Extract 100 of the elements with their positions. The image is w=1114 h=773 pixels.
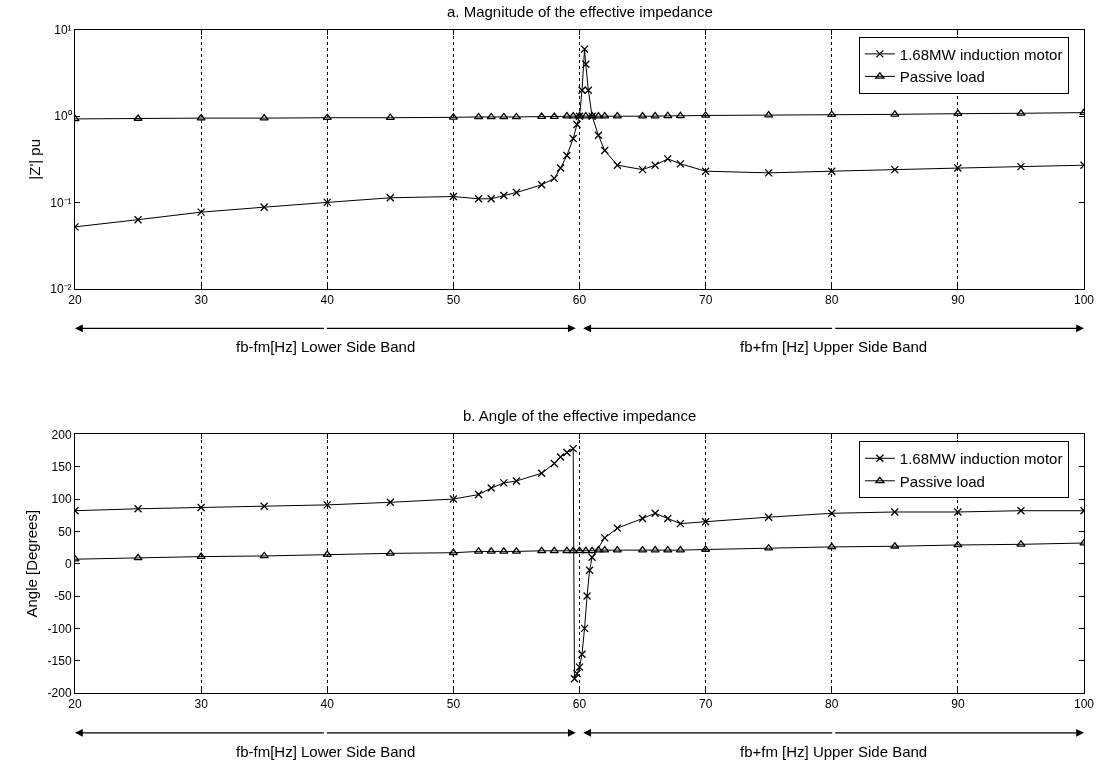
legend-label: Passive load xyxy=(899,472,985,490)
point xyxy=(701,167,710,176)
point xyxy=(585,566,594,575)
legend-label: 1.68MW induction motor xyxy=(899,450,1063,468)
point xyxy=(581,60,590,69)
point xyxy=(549,546,559,554)
point xyxy=(323,198,332,207)
x-tick-label: 20 xyxy=(68,697,82,712)
point xyxy=(562,546,572,554)
point xyxy=(764,544,774,551)
x-tick-label: 30 xyxy=(194,697,209,712)
text: fb+fm [Hz] Upper Side Band xyxy=(740,743,928,760)
point xyxy=(322,113,332,121)
point xyxy=(593,545,604,553)
point xyxy=(562,112,572,119)
point xyxy=(133,504,143,513)
point xyxy=(556,452,565,462)
point xyxy=(582,591,592,601)
point xyxy=(569,134,578,143)
point xyxy=(675,111,686,119)
point xyxy=(764,513,773,522)
y-tick-label: 200 xyxy=(51,427,72,442)
point xyxy=(594,131,603,140)
point xyxy=(764,110,774,118)
point xyxy=(196,552,206,559)
point xyxy=(323,500,332,510)
point xyxy=(487,194,496,203)
x-tick-label: 60 xyxy=(572,292,587,307)
point xyxy=(537,180,546,189)
x-tick-label: 100 xyxy=(1073,697,1095,712)
point xyxy=(676,159,685,168)
y-tick-label: 50 xyxy=(58,524,72,539)
point xyxy=(675,545,686,553)
point xyxy=(600,146,609,155)
text: fb-fm[Hz] Lower Side Band xyxy=(236,338,416,355)
point xyxy=(827,542,837,550)
point xyxy=(613,161,622,170)
point xyxy=(663,514,672,523)
point xyxy=(827,167,836,176)
x-tick-label: 50 xyxy=(446,697,461,712)
point xyxy=(260,502,269,511)
point xyxy=(637,545,648,553)
point xyxy=(499,547,509,554)
point xyxy=(572,120,582,129)
point xyxy=(550,174,559,183)
point xyxy=(550,459,559,468)
y-tick-label: 10⁰ xyxy=(54,109,72,124)
point xyxy=(953,540,963,548)
point xyxy=(1016,162,1026,171)
point xyxy=(890,542,900,549)
point xyxy=(549,112,559,119)
point xyxy=(650,545,660,553)
point xyxy=(449,192,458,201)
point xyxy=(259,113,269,121)
x-tick-label: 70 xyxy=(698,697,713,712)
point xyxy=(600,533,609,543)
point xyxy=(196,208,206,217)
x-tick-label: 80 xyxy=(825,292,839,307)
x-tick-label: 50 xyxy=(446,292,461,307)
text: fb-fm[Hz] Lower Side Band xyxy=(236,743,416,760)
point xyxy=(580,624,589,633)
point xyxy=(953,507,963,517)
point xyxy=(499,478,508,488)
point xyxy=(569,444,578,453)
point xyxy=(386,498,395,507)
point xyxy=(322,550,332,558)
point xyxy=(133,215,143,224)
y-tick-label: 10⁻¹ xyxy=(50,195,72,210)
x-tick-label: 30 xyxy=(194,292,209,307)
point xyxy=(536,546,547,554)
point xyxy=(556,163,565,173)
point xyxy=(651,509,660,518)
y-tick-label: 100 xyxy=(51,492,72,507)
legend-label: Passive load xyxy=(899,68,985,86)
point xyxy=(1016,506,1026,515)
point xyxy=(196,113,206,121)
point xyxy=(474,490,483,499)
point xyxy=(499,191,508,200)
point xyxy=(568,112,578,119)
point xyxy=(612,545,623,553)
point xyxy=(575,662,584,672)
chart-title: a. Magnitude of the effective impedance xyxy=(447,3,713,20)
y-tick-label: 150 xyxy=(51,459,72,474)
point xyxy=(260,203,269,212)
point xyxy=(581,546,591,554)
point xyxy=(512,188,521,197)
point xyxy=(568,546,578,554)
point xyxy=(587,553,597,562)
x-tick-label: 100 xyxy=(1073,292,1095,307)
point xyxy=(587,546,597,554)
point xyxy=(570,674,579,683)
point xyxy=(385,113,395,121)
point xyxy=(827,509,836,518)
y-axis-title: |Z'| pu xyxy=(25,138,43,180)
point xyxy=(196,503,206,512)
point xyxy=(486,547,496,554)
y-tick-label: 0 xyxy=(64,556,72,571)
x-tick-label: 90 xyxy=(951,697,965,712)
y-tick-label: 10¹ xyxy=(54,23,72,38)
point xyxy=(1016,109,1026,116)
